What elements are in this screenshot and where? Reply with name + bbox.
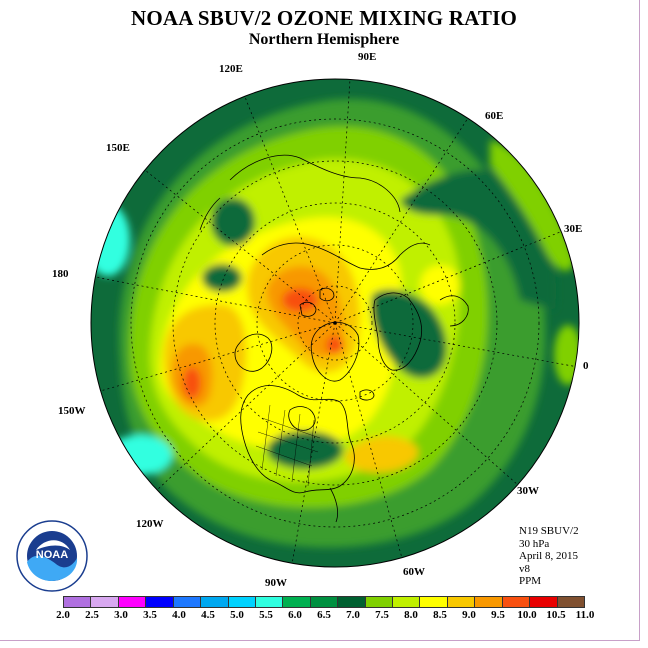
colorbar-tick-label: 8.0 [404,609,418,621]
colorbar-swatch [420,597,448,607]
colorbar-tick-label: 4.5 [201,609,215,621]
longitude-label-30e: 30E [564,223,583,235]
ozone-low-north-america [267,431,343,469]
colorbar-tick-label: 2.0 [56,609,70,621]
colorbar-swatch [146,597,174,607]
colorbar-tick-label: 3.5 [143,609,157,621]
longitude-label-30w: 30W [517,485,539,497]
colorbar [63,596,585,608]
ozone-edge-patch-europe [420,265,460,305]
colorbar-swatch [255,597,284,607]
colorbar-tick-label: 6.0 [288,609,302,621]
units-label: PPM [519,575,542,588]
map-info-block: N19 SBUV/2 30 hPa April 8, 2015 v8 PPM [519,525,579,588]
colorbar-tick-label: 4.0 [172,609,186,621]
longitude-label-60w: 60W [403,566,425,578]
colorbar-tick-label: 10.5 [546,609,566,621]
colorbar-tick-label: 3.0 [114,609,128,621]
colorbar-swatch [173,597,202,607]
longitude-label-90e: 90E [358,51,377,63]
colorbar-tick-label: 2.5 [85,609,99,621]
colorbar-swatch [393,597,421,607]
pressure-level-label: 30 hPa [519,537,550,550]
map-subtitle: Northern Hemisphere [248,31,400,48]
colorbar-swatch [283,597,311,607]
map-boundary [90,78,580,568]
ozone-core-10-0-greenland [326,336,344,354]
meridians [94,79,579,565]
ozone-core-10-0-pacific [183,367,201,399]
longitude-label-90w: 90W [265,577,287,589]
longitude-label-120e: 120E [219,63,243,75]
ozone-low-scandinavia [371,289,447,379]
ozone-low-siberia [211,198,255,246]
colorbar-tick-label: 6.5 [317,609,331,621]
colorbar-swatch [228,597,256,607]
colorbar-tick-label: 10.0 [517,609,537,621]
ozone-edge-patch-0deg [554,325,579,385]
longitude-label-180: 180 [52,268,69,280]
colorbar-swatch [475,597,503,607]
satellite-label: N19 SBUV/2 [519,525,579,537]
longitude-label-60e: 60E [485,110,504,122]
ozone-band-9-0-atlantic [345,436,419,473]
ozone-low-kamchatka [202,264,242,292]
colorbar-swatch [64,597,92,607]
ozone-edge-patch-east [490,140,575,271]
us-boundaries [255,404,321,487]
colorbar-swatch [201,597,229,607]
ozone-low-europe-arc [400,169,556,310]
colorbar-swatch [91,597,119,607]
colorbar-tick-label: 8.5 [433,609,447,621]
colorbar-tick-label: 11.0 [575,609,595,621]
map-title: NOAA SBUV/2 OZONE MIXING RATIO [131,6,517,30]
version-label: v8 [519,562,530,575]
colorbar-swatch [338,597,366,607]
colorbar-ticks: 2.0 2.5 3.0 3.5 4.0 4.5 5.0 5.5 6.0 6.5 7.0 7.5 8.0 8… [0,609,648,623]
colorbar-swatch [557,597,585,607]
colorbar-tick-label: 7.0 [346,609,360,621]
ozone-band-9-5-arctic [266,266,344,358]
colorbar-swatch [118,597,147,607]
date-label: April 8, 2015 [519,550,578,563]
colorbar-swatch [530,597,558,607]
colorbar-tick-label: 7.5 [375,609,389,621]
colorbar-tick-label: 5.0 [230,609,244,621]
coastlines [199,154,469,523]
noaa-logo: NOAA [16,520,88,592]
ozone-low-cyan-north-pacific [91,204,130,276]
colorbar-swatch [447,597,476,607]
longitude-label-120w: 120W [136,518,164,530]
longitude-label-150w: 150W [58,405,86,417]
latitude-circles [130,118,540,528]
colorbar-swatch [365,597,394,607]
noaa-logo-text: NOAA [36,549,68,561]
colorbar-swatch [502,597,531,607]
longitude-label-150e: 150E [106,142,130,154]
ozone-core-10-0-arctic [282,288,318,312]
colorbar-tick-label: 9.5 [491,609,505,621]
colorbar-tick-label: 5.5 [259,609,273,621]
colorbar-swatch [310,597,339,607]
longitude-label-0: 0 [583,360,589,372]
colorbar-tick-label: 9.0 [462,609,476,621]
